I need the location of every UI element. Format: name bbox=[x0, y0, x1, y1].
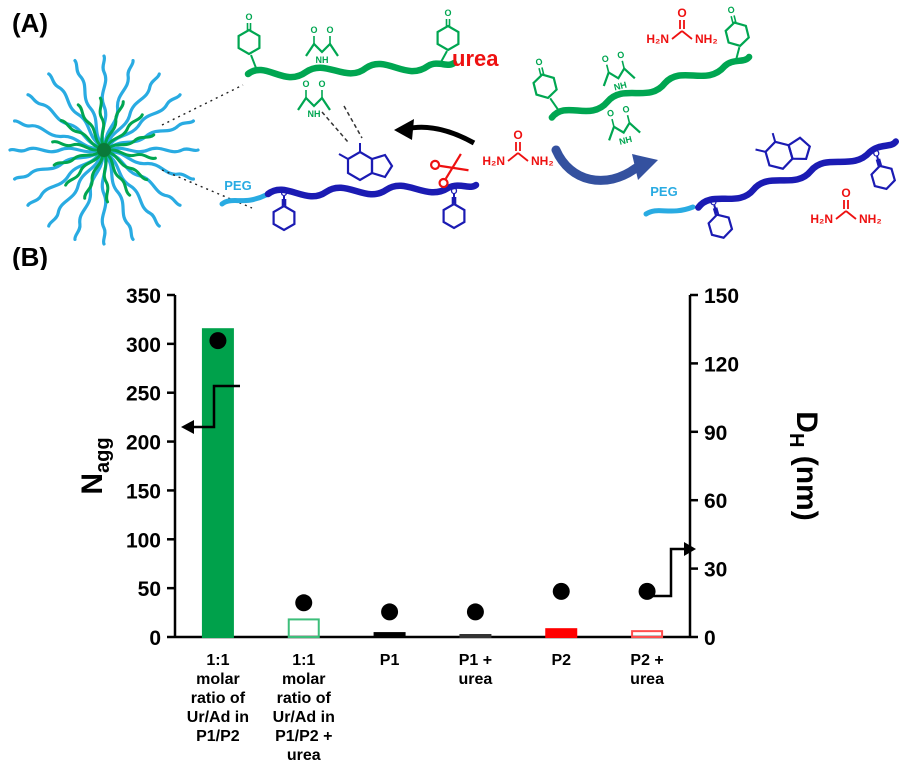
hydrogen-bond bbox=[343, 105, 363, 139]
urea-text: urea bbox=[452, 46, 499, 71]
dh-dot-0 bbox=[209, 332, 227, 350]
nagg-bars bbox=[201, 328, 664, 639]
hydrogen-bond bbox=[321, 111, 349, 143]
left-tick-label: 200 bbox=[126, 432, 161, 455]
nagg-bar-4 bbox=[545, 628, 578, 639]
left-axis-callout-arrow bbox=[181, 384, 240, 434]
panel-a-schematic: O O O NH bbox=[8, 0, 900, 270]
micelle-arm-peg bbox=[108, 146, 200, 154]
right-tick-label: 0 bbox=[704, 627, 716, 650]
right-axis-title: DH (nm) bbox=[785, 411, 823, 520]
category-label-5: P2 + urea bbox=[630, 652, 664, 688]
category-label-2: P1 bbox=[380, 652, 400, 669]
right-axis-title-main: D bbox=[790, 411, 823, 433]
panel-b-label: (B) bbox=[12, 242, 48, 270]
right-axis-callout-arrow bbox=[647, 542, 696, 598]
left-axis-title-sub: agg bbox=[92, 437, 114, 473]
left-tick-label: 100 bbox=[126, 529, 161, 552]
left-tick-label: 250 bbox=[126, 383, 161, 406]
peg-label-right: PEG bbox=[650, 184, 677, 199]
dh-dots bbox=[209, 332, 656, 621]
right-axis-ticks: 0 30 60 90 120 150 bbox=[690, 285, 739, 650]
equilibrium-arrow-head bbox=[632, 154, 658, 180]
left-axis-title-main: N bbox=[76, 473, 109, 495]
plot-frame bbox=[173, 295, 692, 639]
micelle-arm-peg bbox=[8, 146, 100, 154]
cleavage-arrow-head bbox=[394, 119, 414, 140]
right-axis-title-sub: H bbox=[785, 433, 807, 447]
category-label-1: 1:1 molar ratio of Ur/Ad in P1/P2 + urea bbox=[273, 652, 335, 764]
left-tick-label: 300 bbox=[126, 334, 161, 357]
peg-label-left: PEG bbox=[224, 178, 251, 193]
category-label-0: 1:1 molar ratio of Ur/Ad in P1/P2 bbox=[187, 652, 249, 745]
peg-block-left bbox=[219, 192, 269, 207]
zoom-line-top bbox=[161, 84, 244, 126]
right-tick-label: 60 bbox=[704, 490, 727, 513]
dh-dot-4 bbox=[552, 582, 570, 600]
peg-block-right bbox=[643, 204, 696, 217]
panel-b-chart: 0 50 100 150 200 250 300 350 0 30 60 90 120 150 1:1 m… bbox=[76, 285, 823, 764]
category-label-4: P2 bbox=[551, 652, 571, 669]
left-tick-label: 350 bbox=[126, 285, 161, 308]
dh-dot-5 bbox=[638, 582, 656, 600]
nagg-bar-1 bbox=[287, 618, 320, 639]
category-labels: 1:1 molar ratio of Ur/Ad in P1/P2 1:1 molar rat… bbox=[187, 652, 664, 764]
category-label-3: P1 + urea bbox=[459, 652, 493, 688]
left-axis-ticks: 0 50 100 150 200 250 300 350 bbox=[126, 285, 175, 650]
left-tick-label: 50 bbox=[138, 578, 161, 601]
right-tick-label: 90 bbox=[704, 422, 727, 445]
right-tick-label: 150 bbox=[704, 285, 739, 308]
equilibrium-arrow-shaft bbox=[551, 145, 641, 185]
dh-dot-3 bbox=[466, 603, 484, 621]
nagg-bar-0 bbox=[201, 328, 234, 638]
right-axis-title-unit: (nm) bbox=[790, 447, 823, 520]
micelle-core bbox=[97, 143, 111, 157]
dh-dot-2 bbox=[381, 603, 399, 621]
left-tick-label: 150 bbox=[126, 480, 161, 503]
right-tick-label: 30 bbox=[704, 559, 727, 582]
left-tick-label: 0 bbox=[149, 627, 161, 650]
right-tick-label: 120 bbox=[704, 353, 739, 376]
nagg-bar-3 bbox=[459, 634, 492, 638]
nagg-bar-5 bbox=[631, 630, 664, 639]
zoom-line-bottom bbox=[161, 169, 253, 209]
dh-dot-1 bbox=[295, 594, 313, 612]
left-axis-title: Nagg bbox=[76, 437, 114, 494]
panel-a-label: (A) bbox=[12, 8, 48, 38]
nagg-bar-2 bbox=[373, 632, 406, 639]
cleavage-arrow-shaft bbox=[405, 124, 476, 146]
